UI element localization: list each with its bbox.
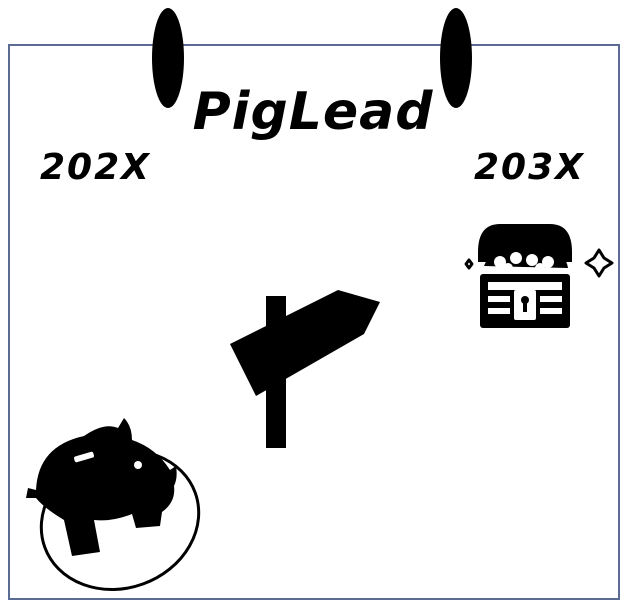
year-end-label: 203X: [474, 147, 585, 188]
piggy-bank-icon: [26, 418, 201, 592]
binder-ring-right: [440, 8, 472, 108]
year-start-label: 202X: [40, 147, 151, 188]
treasure-chest-icon: [464, 224, 614, 328]
signpost-icon: [230, 290, 380, 448]
binder-ring-left: [152, 8, 184, 108]
page-title: PigLead: [192, 82, 434, 142]
